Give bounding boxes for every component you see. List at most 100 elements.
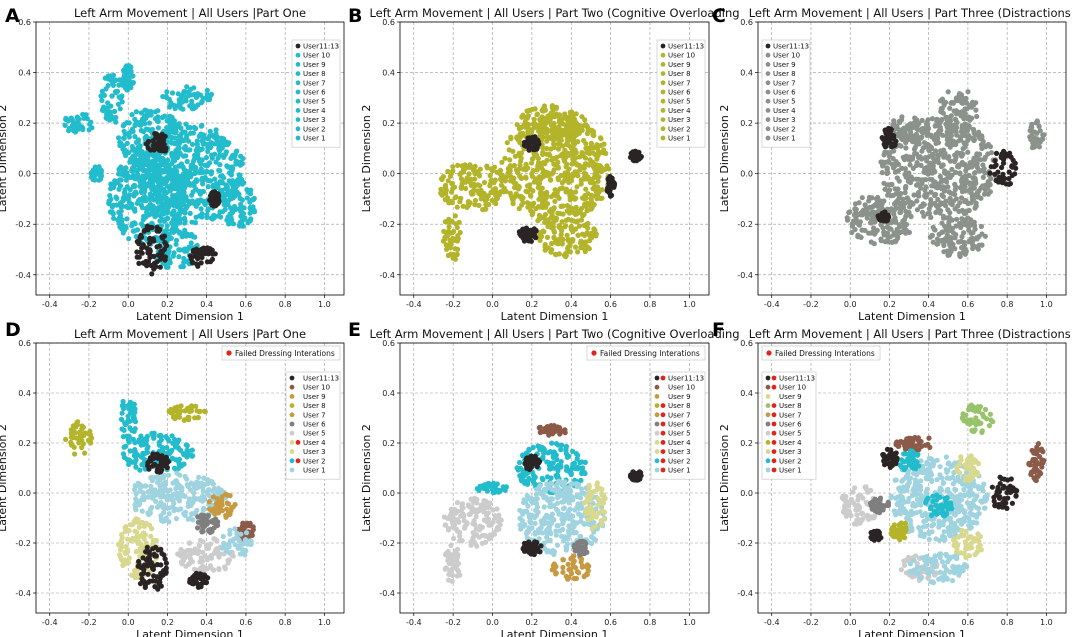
scatter-point <box>198 123 205 129</box>
scatter-point <box>169 493 175 499</box>
scatter-point <box>944 232 950 238</box>
scatter-point <box>201 169 208 175</box>
scatter-point <box>66 126 72 132</box>
scatter-point <box>531 116 537 122</box>
scatter-point <box>191 490 197 496</box>
scatter-point <box>189 219 195 225</box>
scatter-point <box>111 215 117 221</box>
scatter-point <box>124 184 130 190</box>
legend-marker <box>660 117 666 122</box>
scatter-point <box>915 127 921 133</box>
scatter-point <box>148 493 154 499</box>
y-axis-label: Latent Dimension 2 <box>360 105 373 213</box>
scatter-point <box>868 220 874 226</box>
scatter-point <box>849 223 856 229</box>
scatter-point <box>968 135 975 141</box>
scatter-point <box>944 179 950 185</box>
scatter-point <box>970 158 976 164</box>
scatter-point <box>189 98 195 104</box>
scatter-point <box>176 492 182 498</box>
scatter-point <box>200 484 206 490</box>
scatter-point <box>153 190 160 196</box>
scatter-point <box>895 186 901 192</box>
scatter-cluster <box>195 512 221 536</box>
legend-marker <box>765 43 771 49</box>
scatter-point <box>205 148 211 154</box>
scatter-point <box>982 233 989 239</box>
scatter-point <box>551 229 558 235</box>
scatter-point <box>578 217 585 223</box>
scatter-point <box>216 167 222 173</box>
legend-marker <box>660 135 666 141</box>
scatter-point <box>999 176 1005 182</box>
legend-label: User 4 <box>773 107 796 115</box>
scatter-point <box>187 130 194 136</box>
scatter-point <box>877 202 883 208</box>
scatter-point <box>966 114 972 120</box>
scatter-point <box>535 185 541 191</box>
scatter-point <box>128 85 134 91</box>
scatter-point <box>118 208 124 214</box>
scatter-point <box>193 177 199 183</box>
scatter-point <box>134 200 140 206</box>
scatter-point <box>120 398 126 405</box>
scatter-point <box>932 191 939 197</box>
panel-d: -0.4 -0.2 0.0 0.2 0.4 0.6 0.8 1.0-0.4-0.20.00.2… <box>0 319 345 637</box>
scatter-point <box>940 162 946 168</box>
scatter-point <box>463 185 469 192</box>
scatter-point <box>453 221 459 227</box>
scatter-point <box>859 227 865 233</box>
scatter-point <box>884 165 890 171</box>
scatter-cluster <box>207 189 222 209</box>
scatter-point <box>559 219 565 225</box>
legend-marker <box>765 135 771 141</box>
scatter-point <box>539 233 545 240</box>
scatter-point <box>551 120 557 127</box>
scatter-point <box>122 549 128 556</box>
scatter-point <box>164 162 170 168</box>
scatter-point <box>554 190 560 197</box>
scatter-point <box>74 115 80 121</box>
scatter-point <box>928 134 935 140</box>
scatter-point <box>1032 143 1038 149</box>
scatter-point <box>172 167 178 173</box>
scatter-point <box>132 528 138 534</box>
scatter-point <box>576 223 583 229</box>
scatter-point <box>156 503 162 509</box>
legend-marker <box>660 80 666 86</box>
scatter-point <box>155 108 161 114</box>
scatter-point <box>140 455 146 461</box>
y-tick-label: 0.4 <box>18 69 31 78</box>
scatter-point <box>1010 157 1016 163</box>
scatter-point <box>124 420 130 426</box>
scatter-point <box>446 224 452 230</box>
scatter-point <box>598 149 605 156</box>
scatter-point <box>215 141 221 147</box>
scatter-point <box>240 155 246 162</box>
scatter-point <box>211 536 217 542</box>
scatter-point <box>159 211 166 217</box>
legend-entry: User 4 <box>660 107 691 115</box>
scatter-point <box>107 77 114 83</box>
scatter-point <box>199 517 205 523</box>
scatter-point <box>952 116 959 122</box>
scatter-point <box>961 109 967 115</box>
scatter-point <box>919 209 926 215</box>
scatter-point <box>81 115 87 121</box>
scatter-point <box>595 194 601 200</box>
scatter-point <box>159 216 165 223</box>
scatter-point <box>170 455 176 462</box>
legend-entry: User 7 <box>765 79 796 87</box>
scatter-point <box>163 227 170 233</box>
scatter-point <box>196 543 202 549</box>
scatter-point <box>172 212 178 218</box>
scatter-point <box>167 260 173 266</box>
scatter-point <box>116 171 122 177</box>
scatter-point <box>147 254 153 261</box>
scatter-point <box>900 218 906 224</box>
scatter-point <box>967 164 973 170</box>
scatter-point <box>458 170 464 176</box>
legend-entry: User 8 <box>295 70 326 78</box>
scatter-point <box>934 241 940 247</box>
